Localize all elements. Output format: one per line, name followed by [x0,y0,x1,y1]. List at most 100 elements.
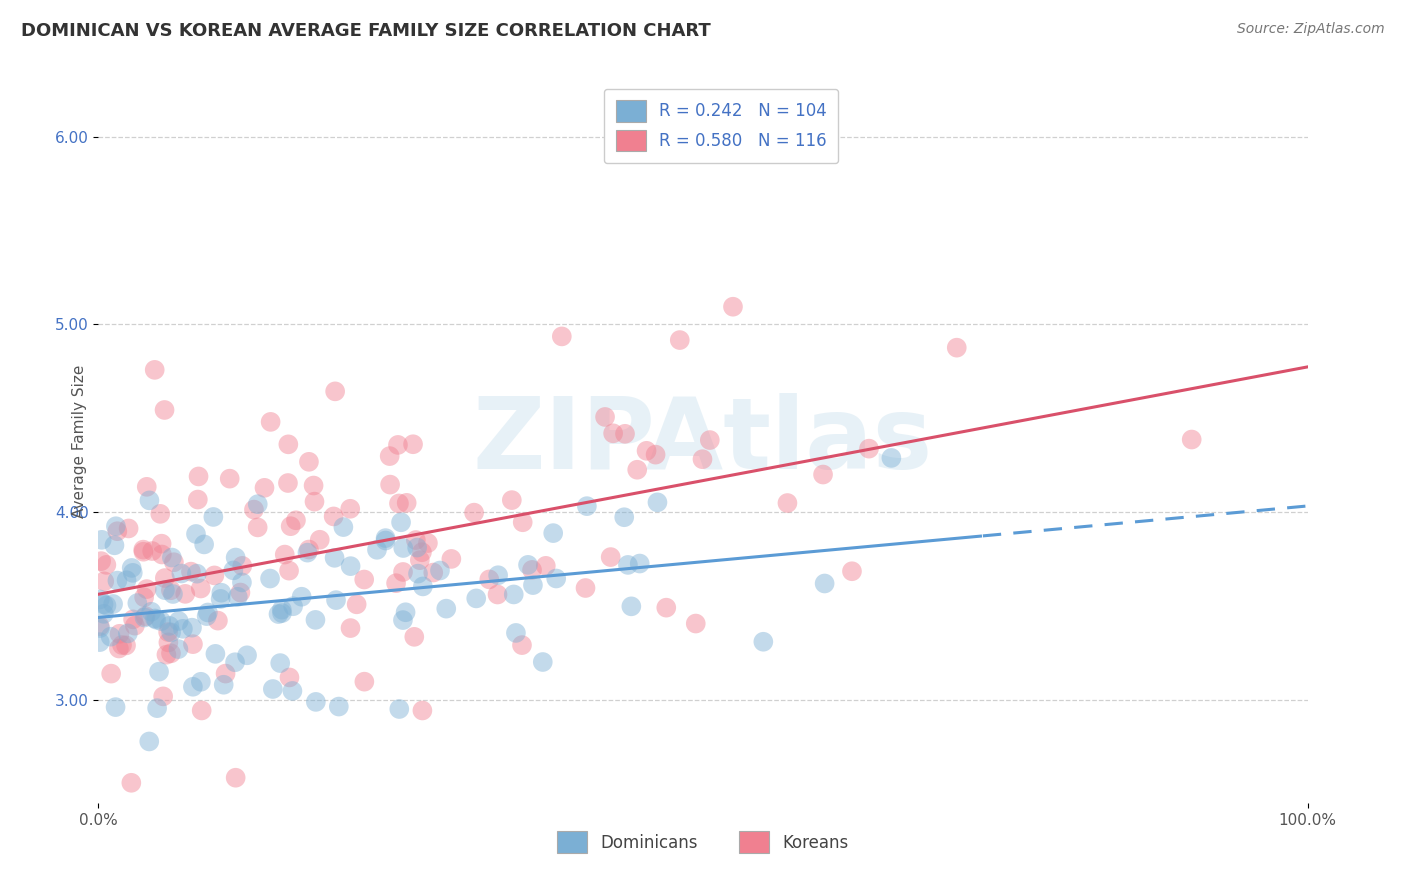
Point [486,587,509,601]
Point [392,613,415,627]
Point [406,541,429,555]
Point [212,678,235,692]
Point [174,587,197,601]
Point [284,513,307,527]
Point [332,520,354,534]
Point [180,565,202,579]
Point [148,665,170,679]
Point [141,544,163,558]
Point [304,494,326,508]
Point [534,558,557,573]
Point [411,545,433,559]
Point [841,564,863,578]
Point [214,666,236,681]
Point [231,575,253,590]
Point [236,648,259,663]
Point [157,635,180,649]
Point [270,602,292,616]
Point [374,531,396,545]
Point [160,646,183,660]
Point [388,702,411,716]
Point [392,541,415,555]
Point [463,506,485,520]
Point [172,622,194,636]
Point [406,566,429,581]
Point [90,554,112,568]
Point [721,300,744,314]
Point [278,670,301,684]
Point [599,550,621,565]
Point [246,497,269,511]
Point [160,583,183,598]
Point [412,579,434,593]
Point [385,576,408,591]
Point [668,333,690,347]
Point [280,519,302,533]
Point [104,519,127,533]
Point [353,573,375,587]
Point [269,656,291,670]
Point [302,478,325,492]
Point [374,533,396,548]
Point [510,638,533,652]
Point [135,609,157,624]
Point [593,409,616,424]
Point [89,635,111,649]
Point [160,550,183,565]
Point [505,626,527,640]
Point [323,384,346,399]
Point [155,648,177,662]
Point [224,655,246,669]
Point [120,776,142,790]
Point [145,613,167,627]
Point [157,625,180,640]
Point [628,557,651,571]
Point [339,559,361,574]
Point [378,449,401,463]
Point [202,510,225,524]
Point [163,555,186,569]
Point [243,502,266,516]
Point [152,690,174,704]
Point [395,496,418,510]
Point [551,329,574,343]
Point [181,637,204,651]
Point [225,550,247,565]
Point [121,561,143,575]
Point [291,590,314,604]
Point [167,614,190,628]
Point [541,526,564,541]
Point [304,613,326,627]
Point [100,630,122,644]
Point [339,501,361,516]
Point [190,674,212,689]
Point [157,619,180,633]
Point [465,591,488,606]
Point [620,599,643,614]
Point [647,495,669,509]
Point [353,674,375,689]
Legend: Dominicans, Koreans: Dominicans, Koreans [550,825,856,860]
Point [124,618,146,632]
Point [501,493,523,508]
Point [204,647,226,661]
Point [121,566,143,580]
Point [218,472,240,486]
Point [127,596,149,610]
Point [162,587,184,601]
Point [138,734,160,748]
Point [253,481,276,495]
Point [100,666,122,681]
Point [308,533,330,547]
Point [339,621,361,635]
Point [814,576,837,591]
Point [96,599,118,613]
Point [222,563,245,577]
Point [409,553,432,567]
Point [502,587,524,601]
Point [96,558,118,572]
Point [522,578,544,592]
Point [150,548,173,562]
Point [197,606,219,620]
Point [170,566,193,581]
